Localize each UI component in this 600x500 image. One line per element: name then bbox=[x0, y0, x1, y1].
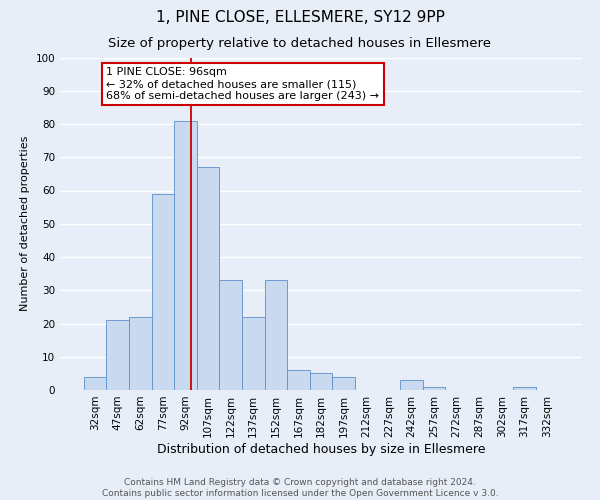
Bar bbox=[242, 317, 265, 390]
Text: Size of property relative to detached houses in Ellesmere: Size of property relative to detached ho… bbox=[109, 38, 491, 51]
Bar bbox=[332, 376, 355, 390]
X-axis label: Distribution of detached houses by size in Ellesmere: Distribution of detached houses by size … bbox=[157, 442, 485, 456]
Bar bbox=[152, 194, 174, 390]
Text: 1 PINE CLOSE: 96sqm
← 32% of detached houses are smaller (115)
68% of semi-detac: 1 PINE CLOSE: 96sqm ← 32% of detached ho… bbox=[106, 68, 379, 100]
Bar bbox=[287, 370, 310, 390]
Bar bbox=[310, 374, 332, 390]
Bar bbox=[220, 280, 242, 390]
Text: Contains HM Land Registry data © Crown copyright and database right 2024.
Contai: Contains HM Land Registry data © Crown c… bbox=[101, 478, 499, 498]
Bar bbox=[129, 317, 152, 390]
Bar bbox=[197, 167, 220, 390]
Text: 1, PINE CLOSE, ELLESMERE, SY12 9PP: 1, PINE CLOSE, ELLESMERE, SY12 9PP bbox=[155, 10, 445, 25]
Bar bbox=[265, 280, 287, 390]
Bar bbox=[84, 376, 106, 390]
Bar bbox=[513, 386, 536, 390]
Bar bbox=[106, 320, 129, 390]
Bar bbox=[174, 120, 197, 390]
Bar bbox=[400, 380, 422, 390]
Bar bbox=[422, 386, 445, 390]
Y-axis label: Number of detached properties: Number of detached properties bbox=[20, 136, 30, 312]
